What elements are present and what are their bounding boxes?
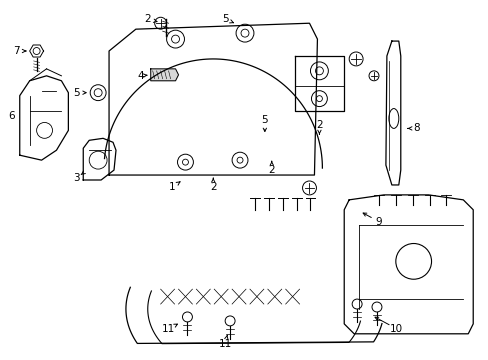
Circle shape: [302, 181, 316, 195]
Text: 7: 7: [14, 46, 20, 56]
Text: 2: 2: [315, 121, 322, 130]
Circle shape: [154, 17, 166, 29]
Text: 6: 6: [8, 111, 15, 121]
Circle shape: [311, 91, 326, 107]
Circle shape: [90, 85, 106, 100]
Text: 4: 4: [137, 71, 144, 81]
Text: 11: 11: [162, 324, 175, 334]
Polygon shape: [150, 69, 178, 81]
Text: 11: 11: [218, 339, 231, 349]
Circle shape: [351, 299, 361, 309]
Text: 1: 1: [169, 182, 176, 192]
Circle shape: [224, 316, 235, 326]
Text: 2: 2: [268, 165, 275, 175]
Text: 5: 5: [261, 116, 267, 126]
Text: 9: 9: [375, 217, 382, 227]
Text: 3: 3: [73, 173, 80, 183]
Circle shape: [166, 30, 184, 48]
Circle shape: [236, 24, 253, 42]
Text: 5: 5: [222, 14, 228, 24]
Circle shape: [182, 312, 192, 322]
Circle shape: [348, 52, 362, 66]
Circle shape: [310, 62, 327, 80]
Circle shape: [232, 152, 247, 168]
Text: 10: 10: [389, 324, 403, 334]
Text: 8: 8: [412, 123, 419, 134]
Text: 5: 5: [73, 88, 80, 98]
Text: 2: 2: [209, 182, 216, 192]
Circle shape: [177, 154, 193, 170]
Circle shape: [368, 71, 378, 81]
Text: 2: 2: [144, 14, 151, 24]
Circle shape: [371, 302, 381, 312]
